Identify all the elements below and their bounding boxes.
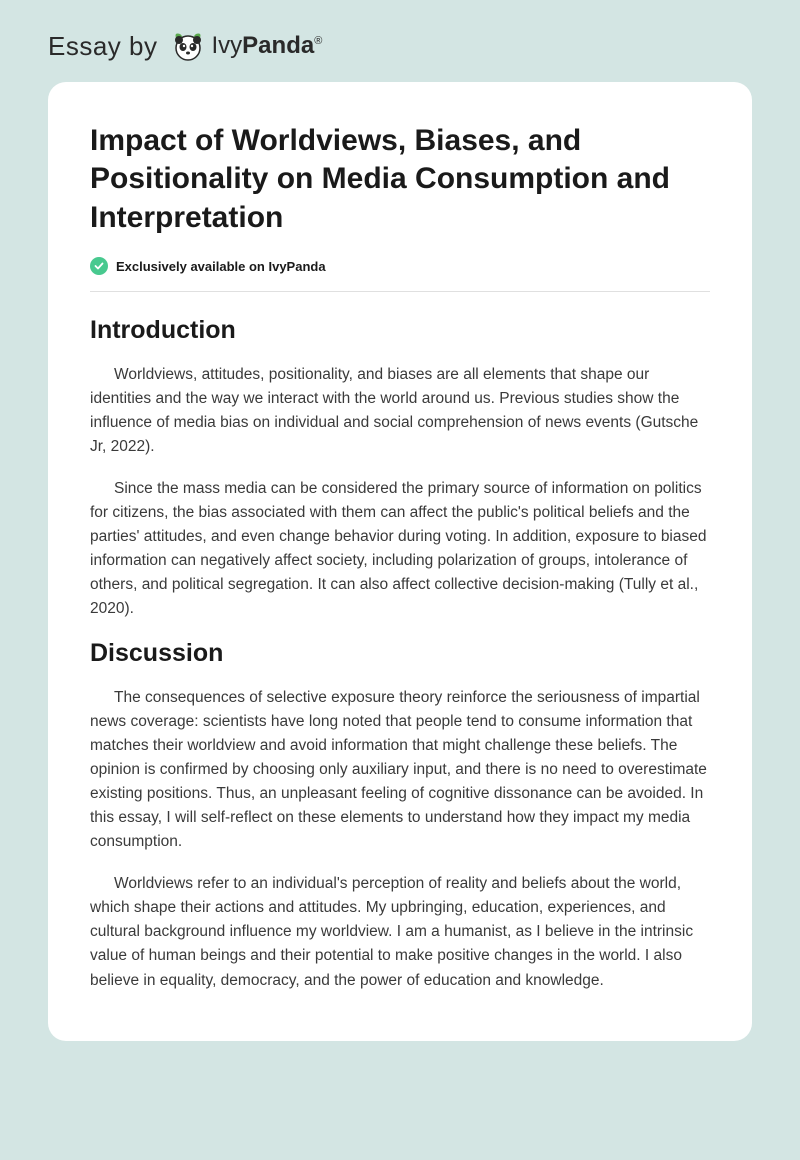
check-icon: [90, 257, 108, 275]
document-card: Impact of Worldviews, Biases, and Positi…: [48, 82, 752, 1041]
availability-row: Exclusively available on IvyPanda: [90, 257, 710, 292]
availability-text: Exclusively available on IvyPanda: [116, 259, 326, 274]
body-paragraph: Since the mass media can be considered t…: [90, 477, 710, 621]
brand-name-part-2: Panda: [242, 32, 314, 59]
brand-name: IvyPanda®: [212, 32, 323, 60]
brand-logo: IvyPanda®: [170, 28, 323, 64]
registered-mark: ®: [314, 35, 322, 47]
essay-by-label: Essay by: [48, 31, 158, 62]
section-heading: Introduction: [90, 316, 710, 345]
section-heading: Discussion: [90, 639, 710, 668]
document-title: Impact of Worldviews, Biases, and Positi…: [90, 122, 710, 237]
page-header: Essay by IvyPanda®: [0, 0, 800, 82]
brand-name-part-1: Ivy: [212, 32, 243, 59]
body-paragraph: Worldviews, attitudes, positionality, an…: [90, 363, 710, 459]
body-paragraph: Worldviews refer to an individual's perc…: [90, 872, 710, 992]
panda-icon: [170, 28, 206, 64]
body-paragraph: The consequences of selective exposure t…: [90, 686, 710, 854]
